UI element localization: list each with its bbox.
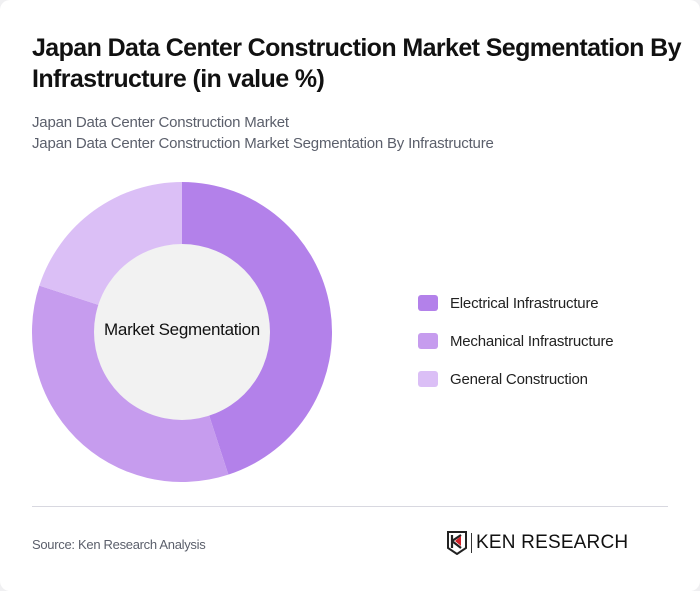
legend-label: Electrical Infrastructure (450, 294, 599, 312)
legend-label: Mechanical Infrastructure (450, 332, 614, 350)
chart-title: Japan Data Center Construction Market Se… (32, 34, 681, 93)
donut-hole (94, 244, 270, 420)
legend-swatch-mechanical (418, 333, 438, 349)
legend-swatch-general (418, 371, 438, 387)
legend-item-electrical[interactable]: Electrical Infrastructure (418, 284, 613, 322)
ken-research-logo: KEN RESEARCH (447, 531, 628, 555)
logo-text: KEN RESEARCH (476, 532, 629, 553)
chart-legend: Electrical Infrastructure Mechanical Inf… (418, 284, 614, 398)
donut-chart (32, 182, 332, 482)
chart-subtitle-market: Japan Data Center Construction Market (32, 114, 289, 131)
ken-shield-icon (447, 531, 467, 555)
legend-item-general[interactable]: General Construction (418, 360, 613, 398)
legend-item-mechanical[interactable]: Mechanical Infrastructure (418, 322, 614, 360)
footer-divider (32, 506, 668, 507)
legend-label: General Construction (450, 370, 588, 388)
logo-separator (471, 533, 472, 553)
source-note: Source: Ken Research Analysis (32, 537, 206, 552)
legend-swatch-electrical (418, 295, 438, 311)
chart-subtitle-segment: Japan Data Center Construction Market Se… (32, 135, 494, 152)
donut-center-label: Market Segmentation (104, 320, 260, 339)
